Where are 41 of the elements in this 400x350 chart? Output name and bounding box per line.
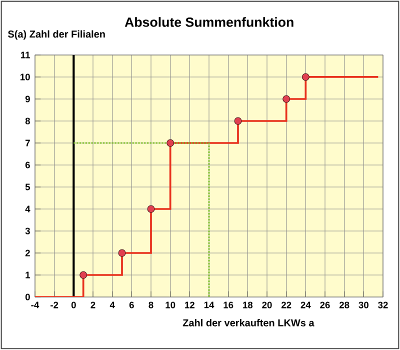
y-tick-label: 10 xyxy=(20,74,30,80)
y-tick-label: 6 xyxy=(25,162,30,168)
x-axis-title: Zahl der verkauften LKWs a xyxy=(182,319,314,326)
point xyxy=(118,249,126,257)
y-tick-label: 5 xyxy=(25,184,30,190)
point xyxy=(147,205,155,213)
point xyxy=(234,117,242,125)
y-tick-label: 7 xyxy=(25,140,30,146)
x-tick-label: 14 xyxy=(204,302,214,308)
point xyxy=(80,271,88,279)
y-tick-label: 9 xyxy=(25,96,30,102)
x-tick-label: 12 xyxy=(185,302,194,308)
x-tick-label: 24 xyxy=(300,302,311,308)
x-tick-label: 22 xyxy=(281,302,292,308)
x-tick-label: -2 xyxy=(50,302,58,308)
point xyxy=(282,95,290,103)
x-tick-label: 26 xyxy=(320,302,330,308)
x-tick-label: 8 xyxy=(148,302,154,308)
y-tick-label: 1 xyxy=(26,272,30,278)
point xyxy=(166,139,174,147)
x-tick-label: 0 xyxy=(71,302,76,308)
y-tick-label: 4 xyxy=(25,206,30,212)
chart-title: Absolute Summenfunktion xyxy=(124,17,294,27)
x-tick-label: 18 xyxy=(243,302,253,308)
y-tick-label: 11 xyxy=(21,52,30,58)
x-tick-label: 30 xyxy=(358,302,368,308)
y-axis-title: S(a) Zahl der Filialen xyxy=(8,30,105,40)
x-tick-label: 2 xyxy=(90,302,96,308)
y-tick-label: 8 xyxy=(25,118,30,124)
x-tick-label: 32 xyxy=(378,302,388,308)
y-tick-label: 2 xyxy=(25,250,30,256)
point xyxy=(302,73,310,81)
x-tick-label: -4 xyxy=(31,302,40,308)
x-tick-label: 28 xyxy=(339,302,350,308)
y-tick-label: 3 xyxy=(25,228,30,234)
x-tick-label: 20 xyxy=(262,302,272,308)
x-tick-label: 4 xyxy=(110,302,115,308)
x-tick-label: 10 xyxy=(166,302,176,308)
x-tick-label: 16 xyxy=(224,302,234,308)
y-tick-label: 0 xyxy=(25,294,30,300)
x-tick-label: 6 xyxy=(129,302,134,308)
